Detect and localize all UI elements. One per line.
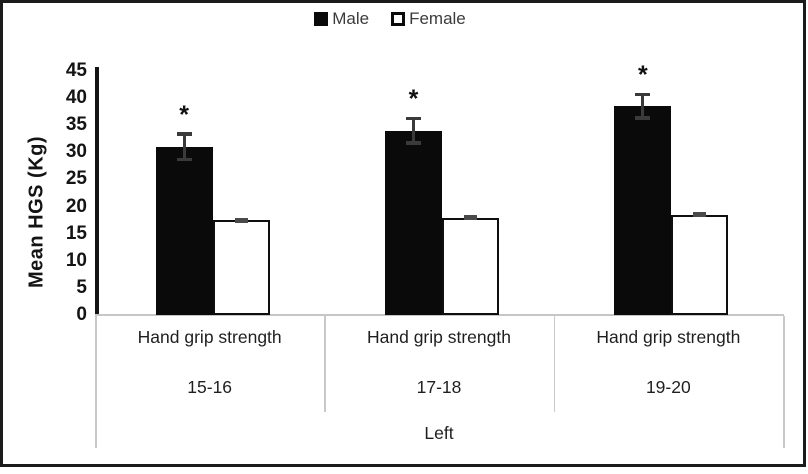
error-bar-male-15-16 <box>182 133 186 160</box>
legend-item-male: Male <box>314 9 369 29</box>
category-label-19-20: 19-20 <box>645 377 691 397</box>
error-cap-female-17-18 <box>464 215 477 221</box>
x-axis-baseline <box>95 314 784 316</box>
y-tick-label-15: 15 <box>65 222 87 244</box>
y-tick-label-40: 40 <box>65 87 87 109</box>
bar-male-19-20 <box>614 106 672 315</box>
significance-asterisk-19-20: * <box>637 61 648 90</box>
female-series-swatch-icon <box>391 12 406 26</box>
axis-group-label-left: Left <box>424 423 454 443</box>
bar-male-15-16 <box>155 146 213 315</box>
y-tick-label-0: 0 <box>76 304 87 325</box>
error-cap-bottom-17-18 <box>406 141 421 145</box>
significance-asterisk-17-18: * <box>408 85 419 114</box>
y-tick-label-45: 45 <box>65 60 87 81</box>
bar-female-19-20 <box>671 214 729 315</box>
error-cap-female-19-20 <box>693 212 707 218</box>
bar-female-17-18 <box>442 217 499 315</box>
error-cap-bottom-15-16 <box>176 157 192 162</box>
category-label-17-18: 17-18 <box>416 377 462 397</box>
legend-label-male: Male <box>332 9 370 28</box>
group-label-3: Hand grip strength <box>596 327 741 347</box>
legend-label-female: Female <box>409 9 466 28</box>
bar-male-17-18 <box>385 130 442 315</box>
bar-female-15-16 <box>212 220 270 315</box>
error-cap-top-15-16 <box>176 132 192 136</box>
error-bar-male-19-20 <box>641 94 645 119</box>
y-axis-line <box>95 67 99 315</box>
y-tick-label-25: 25 <box>65 168 87 190</box>
error-cap-bottom-19-20 <box>635 116 651 120</box>
legend-item-female: Female <box>391 9 466 29</box>
error-cap-female-15-16 <box>234 217 248 223</box>
x-axis-divider-3 <box>783 316 785 448</box>
y-tick-label-30: 30 <box>65 141 87 163</box>
x-axis-divider-1 <box>324 316 326 412</box>
category-label-15-16: 15-16 <box>187 377 233 397</box>
x-axis-divider-0 <box>95 316 97 448</box>
male-series-swatch-icon <box>314 12 329 26</box>
y-tick-label-5: 5 <box>76 276 87 298</box>
significance-asterisk-15-16: * <box>179 100 190 129</box>
error-cap-top-17-18 <box>406 116 421 121</box>
y-tick-label-10: 10 <box>65 249 87 271</box>
legend: Male Female <box>0 9 794 29</box>
error-cap-top-19-20 <box>635 92 651 97</box>
y-tick-label-20: 20 <box>65 195 87 217</box>
group-label-2: Hand grip strength <box>367 327 511 347</box>
error-bar-male-17-18 <box>412 118 415 144</box>
y-tick-label-35: 35 <box>65 114 87 136</box>
group-label-1: Hand grip strength <box>137 327 282 347</box>
x-axis-divider-2 <box>553 316 556 412</box>
